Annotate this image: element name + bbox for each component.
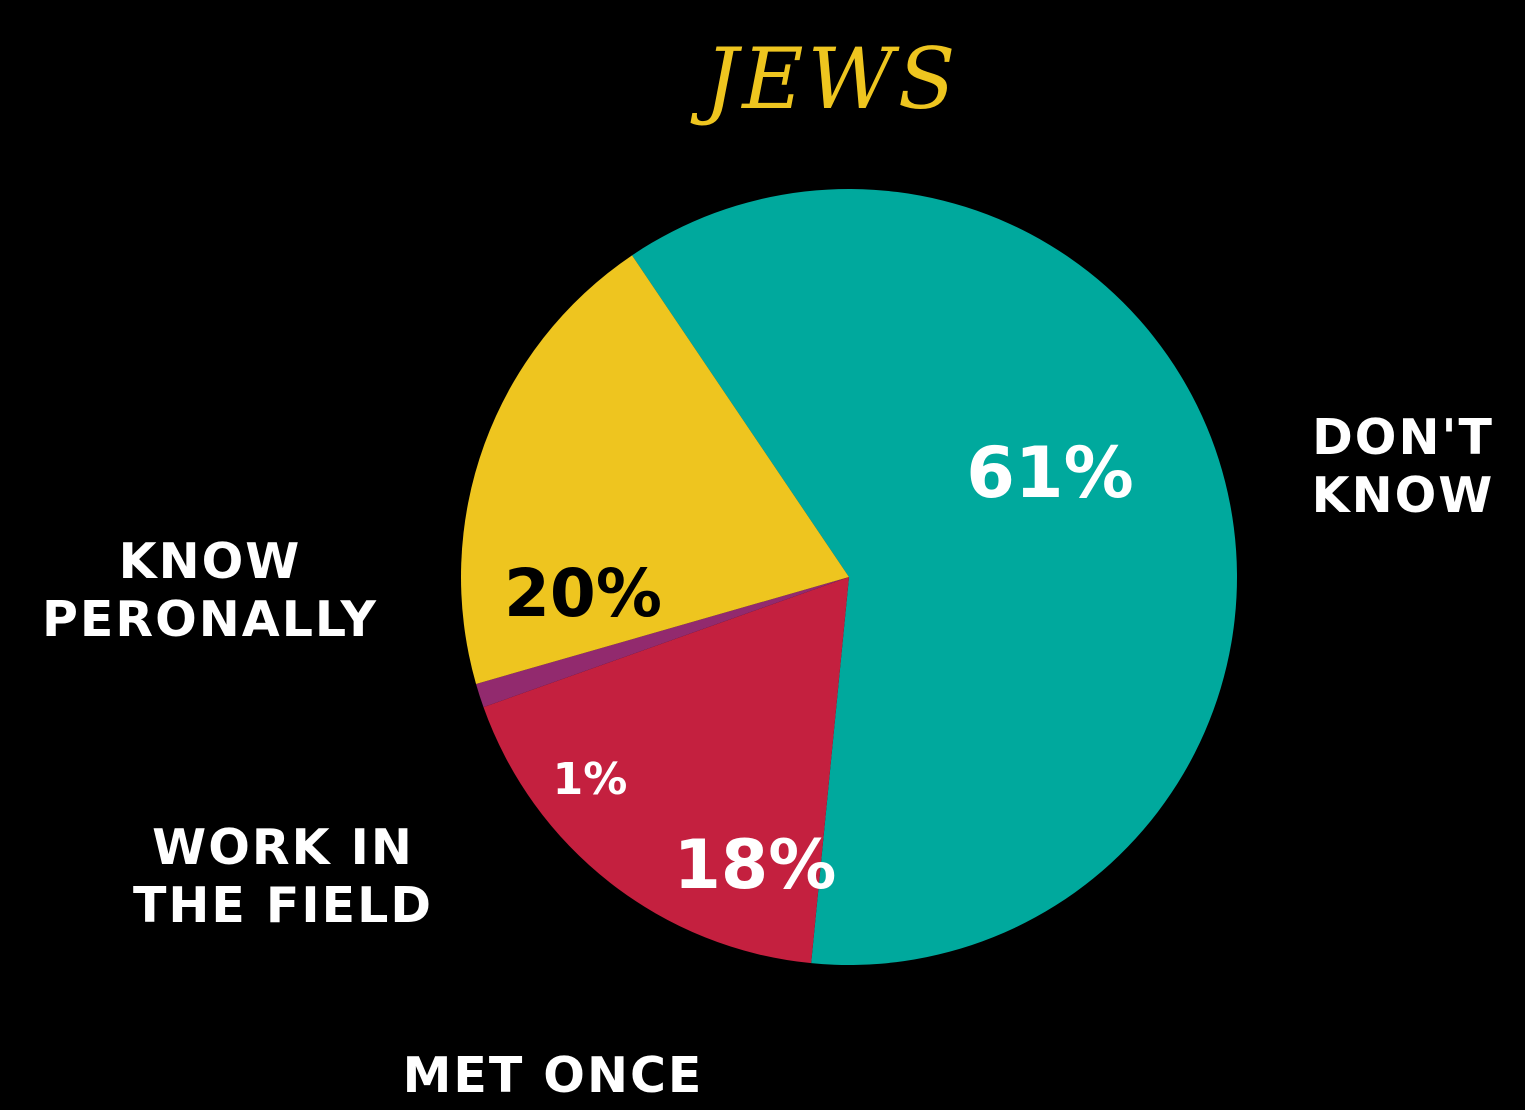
category-label-line: MET ONCE [403,1047,704,1104]
category-label-line: PERONALLY [42,591,378,648]
chart-title: JEWS [690,30,960,128]
category-label-work-in-the-field: WORK IN THE FIELD [133,819,433,934]
category-label-line: KNOW [119,533,302,590]
category-label-dont-know: DON'T KNOW [1312,409,1495,524]
category-label-line: KNOW [1312,467,1495,524]
value-label-met-once: 18% [674,826,837,905]
value-label-know-peronally: 20% [504,555,662,632]
category-label-line: DON'T [1312,409,1494,466]
category-label-met-once: MET ONCE [403,1047,704,1104]
category-label-line: THE FIELD [133,877,433,934]
value-label-work-in-the-field: 1% [553,754,628,805]
value-label-dont-know: 61% [966,432,1134,514]
category-label-line: WORK IN [152,819,414,876]
